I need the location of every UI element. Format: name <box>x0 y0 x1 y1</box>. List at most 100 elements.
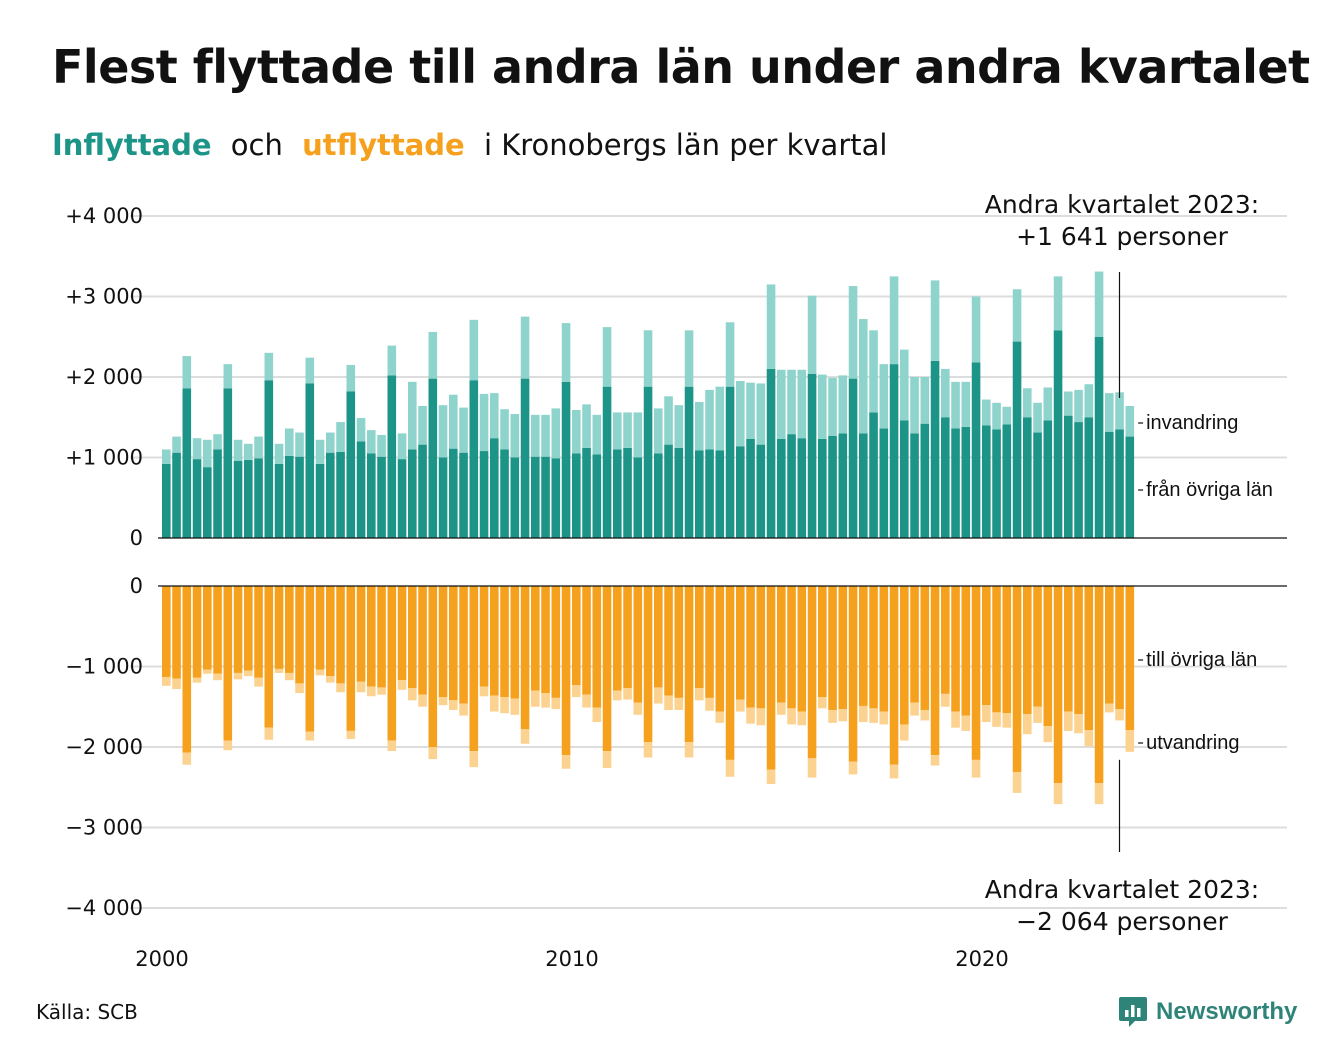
bar-utvandring <box>643 742 653 758</box>
bar-fran-ovriga-lan <box>387 375 397 538</box>
bar-fran-ovriga-lan <box>725 386 735 538</box>
bar-fran-ovriga-lan <box>1002 424 1012 538</box>
bar-utvandring <box>684 742 694 758</box>
bar-utvandring <box>879 711 889 725</box>
bar-fran-ovriga-lan <box>469 380 479 538</box>
bar-fran-ovriga-lan <box>961 426 971 538</box>
bar-invandring <box>1074 389 1083 423</box>
bar-till-ovriga-lan <box>746 586 755 708</box>
bar-till-ovriga-lan <box>1084 586 1094 731</box>
bar-till-ovriga-lan <box>592 586 602 708</box>
bar-till-ovriga-lan <box>346 586 356 731</box>
bar-invandring <box>572 410 581 454</box>
bar-till-ovriga-lan <box>572 586 581 686</box>
bar-invandring <box>756 383 766 445</box>
bar-utvandring <box>1053 783 1063 805</box>
bar-till-ovriga-lan <box>285 586 294 673</box>
bar-invandring <box>520 316 530 379</box>
bar-invandring <box>428 331 438 379</box>
bar-invandring <box>930 280 940 361</box>
bar-till-ovriga-lan <box>203 586 212 670</box>
bar-utvandring <box>254 677 263 687</box>
bar-utvandring <box>203 669 212 674</box>
bar-till-ovriga-lan <box>213 586 222 674</box>
bar-invandring <box>500 409 509 450</box>
bar-fran-ovriga-lan <box>838 433 848 538</box>
bar-fran-ovriga-lan <box>213 449 222 538</box>
bar-fran-ovriga-lan <box>756 444 766 538</box>
bar-utvandring <box>397 680 407 690</box>
bar-till-ovriga-lan <box>244 586 253 671</box>
bar-fran-ovriga-lan <box>326 452 335 538</box>
bar-utvandring <box>346 730 356 739</box>
bar-till-ovriga-lan <box>408 586 417 689</box>
bar-utvandring <box>315 669 325 676</box>
bar-fran-ovriga-lan <box>223 388 233 538</box>
bar-till-ovriga-lan <box>1115 586 1124 710</box>
bar-utvandring <box>664 695 673 710</box>
bar-fran-ovriga-lan <box>879 428 889 538</box>
bar-fran-ovriga-lan <box>818 438 827 538</box>
bar-utvandring <box>1074 713 1083 734</box>
bar-utvandring <box>1012 771 1022 793</box>
bar-till-ovriga-lan <box>182 586 192 753</box>
bar-till-ovriga-lan <box>326 586 335 677</box>
bar-invandring <box>192 438 202 460</box>
subtitle-rest: i Kronobergs län per kvartal <box>483 128 888 162</box>
bar-fran-ovriga-lan <box>1074 422 1083 538</box>
bar-utvandring <box>695 688 704 701</box>
bar-utvandring <box>725 759 735 777</box>
bar-utvandring <box>428 747 438 760</box>
bar-invandring <box>869 330 878 413</box>
bar-utvandring <box>490 695 499 712</box>
bar-utvandring <box>162 676 171 686</box>
bar-utvandring <box>377 687 386 695</box>
bar-invandring <box>315 439 325 464</box>
bar-invandring <box>1023 388 1032 418</box>
bar-invandring <box>356 418 366 442</box>
bar-fran-ovriga-lan <box>356 441 366 538</box>
bar-till-ovriga-lan <box>192 586 202 678</box>
bar-utvandring <box>1064 711 1073 731</box>
bar-till-ovriga-lan <box>1033 586 1042 707</box>
chart-subtitle: Inflyttade och utflyttade i Kronobergs l… <box>52 128 897 162</box>
bar-till-ovriga-lan <box>879 586 889 712</box>
bar-invandring <box>582 404 591 448</box>
bar-till-ovriga-lan <box>387 586 397 741</box>
bar-fran-ovriga-lan <box>941 417 950 538</box>
bar-invandring <box>1084 384 1094 418</box>
bar-fran-ovriga-lan <box>602 386 612 538</box>
y-tick-label-top: +2 000 <box>65 365 143 389</box>
bar-utvandring <box>326 676 335 683</box>
y-tick-label-bottom: −3 000 <box>65 816 143 840</box>
chart-title: Flest flyttade till andra län under andr… <box>52 40 1310 94</box>
bar-utvandring <box>1105 703 1114 713</box>
bar-fran-ovriga-lan <box>613 449 622 538</box>
bar-till-ovriga-lan <box>1023 586 1032 714</box>
bar-fran-ovriga-lan <box>787 434 796 538</box>
bar-till-ovriga-lan <box>264 586 274 728</box>
gridlines <box>130 215 1287 909</box>
bar-fran-ovriga-lan <box>459 452 468 538</box>
newsworthy-logo-icon <box>1119 997 1147 1027</box>
bar-till-ovriga-lan <box>531 586 540 691</box>
bar-invandring <box>992 402 1001 430</box>
bar-fran-ovriga-lan <box>889 364 899 538</box>
bar-till-ovriga-lan <box>418 586 427 695</box>
bar-fran-ovriga-lan <box>992 429 1001 538</box>
bar-till-ovriga-lan <box>756 586 766 709</box>
bar-utvandring <box>982 705 991 723</box>
x-tick-label: 2010 <box>545 947 598 971</box>
bar-till-ovriga-lan <box>725 586 735 760</box>
bar-utvandring <box>623 688 632 700</box>
bar-fran-ovriga-lan <box>1094 336 1104 538</box>
label-till-ovriga-lan: till övriga län <box>1146 649 1257 671</box>
bar-utvandring <box>1115 709 1124 721</box>
bar-invandring <box>725 322 735 387</box>
bar-utvandring <box>408 688 417 701</box>
bar-utvandring <box>807 758 817 778</box>
bar-till-ovriga-lan <box>254 586 263 678</box>
bar-invandring <box>510 414 520 458</box>
bar-till-ovriga-lan <box>1064 586 1073 712</box>
